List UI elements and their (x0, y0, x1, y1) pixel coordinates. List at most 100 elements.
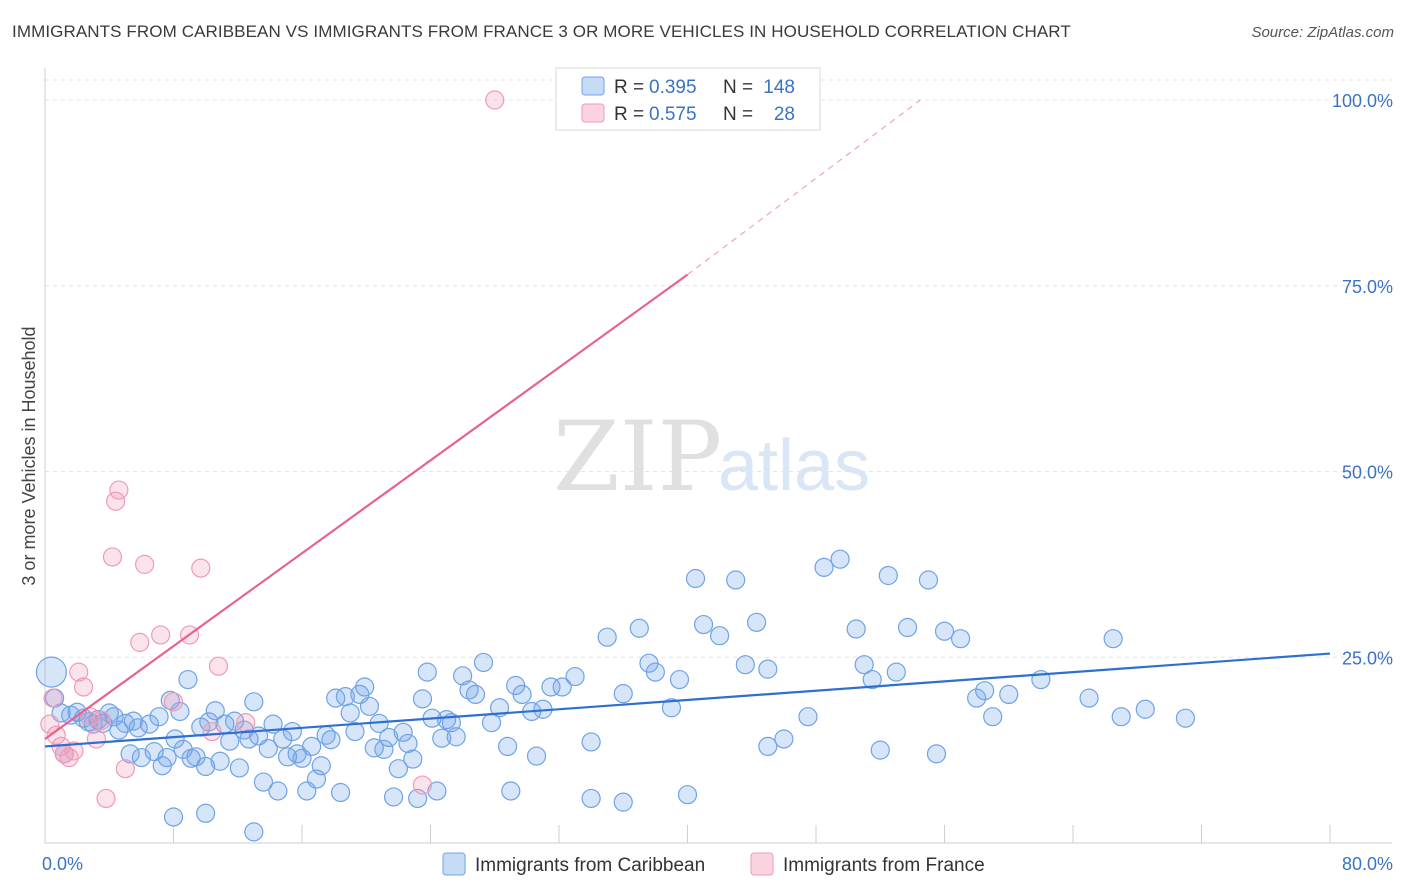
bottom-legend-label-france: Immigrants from France (783, 855, 985, 876)
source-note: Source: ZipAtlas.com (1251, 24, 1394, 41)
caribbean-point-85 (453, 666, 473, 686)
caribbean-point-35 (210, 751, 230, 771)
caribbean-point-54 (302, 736, 322, 757)
france-point-8 (73, 677, 94, 697)
france-point-13 (102, 547, 123, 567)
france-point-22 (191, 558, 211, 578)
caribbean-point-24 (160, 690, 180, 710)
chart-title: IMMIGRANTS FROM CARIBBEAN VS IMMIGRANTS … (12, 22, 1071, 41)
caribbean-point-132 (1079, 688, 1099, 708)
legend-r-label-2: R = (614, 104, 644, 125)
legend-r-value-2: 0.575 (649, 104, 697, 125)
caribbean-point-121 (862, 669, 882, 690)
caribbean-point-116 (798, 707, 818, 727)
caribbean-point-75 (403, 749, 423, 769)
france-point-12 (96, 788, 116, 809)
caribbean-point-0 (35, 656, 68, 688)
caribbean-point-137 (244, 822, 264, 842)
caribbean-point-73 (393, 722, 413, 742)
caribbean-point-114 (758, 659, 778, 679)
caribbean-point-77 (412, 689, 433, 709)
caribbean-point-125 (918, 570, 939, 590)
caribbean-point-72 (388, 759, 408, 779)
caribbean-point-117 (814, 557, 834, 577)
caribbean-point-110 (710, 626, 730, 646)
france-point-7 (69, 662, 89, 682)
caribbean-point-65 (355, 677, 375, 697)
caribbean-point-21 (149, 707, 169, 727)
caribbean-point-147 (975, 681, 995, 701)
caribbean-point-34 (205, 701, 225, 721)
caribbean-point-80 (427, 781, 447, 801)
x-tick-label-0: 0.0% (42, 854, 83, 874)
france-point-24 (208, 656, 229, 676)
legend-n-value-1: 148 (763, 77, 795, 98)
caribbean-point-40 (234, 720, 254, 740)
legend-swatch-caribbean (581, 76, 605, 96)
caribbean-point-143 (677, 785, 698, 805)
bottom-legend-swatch-france (750, 852, 774, 876)
caribbean-point-103 (629, 618, 649, 638)
france-point-6 (64, 741, 84, 761)
france-points (40, 90, 505, 809)
caribbean-point-32 (196, 756, 216, 777)
caribbean-point-15 (120, 744, 140, 764)
legend-r-value-1: 0.395 (649, 77, 697, 98)
legend-n-value-2: 28 (774, 104, 795, 125)
grid (45, 79, 1392, 658)
caribbean-point-118 (830, 549, 850, 569)
caribbean-point-108 (685, 568, 706, 589)
caribbean-point-101 (597, 627, 617, 647)
caribbean-point-17 (128, 718, 148, 738)
caribbean-point-98 (552, 677, 572, 697)
caribbean-point-67 (364, 738, 384, 758)
caribbean-point-140 (501, 781, 521, 801)
france-point-25 (236, 713, 256, 733)
france-point-1 (43, 688, 63, 708)
legend-swatch-france (581, 103, 605, 123)
caribbean-point-45 (258, 739, 278, 759)
caribbean-point-136 (1175, 708, 1196, 728)
caribbean-point-144 (758, 736, 778, 757)
caribbean-point-70 (379, 727, 399, 748)
y-tick-label-3: 100.0% (1332, 91, 1393, 111)
legend-r-label-1: R = (614, 77, 644, 98)
caribbean-point-145 (870, 740, 890, 760)
trend-lines (44, 99, 1331, 748)
caribbean-point-109 (693, 614, 714, 635)
caribbean-point-135 (1135, 699, 1155, 719)
caribbean-point-139 (163, 807, 184, 827)
france-point-19 (151, 625, 171, 645)
caribbean-point-25 (165, 729, 185, 749)
trend-line-france (44, 273, 689, 740)
caribbean-point-113 (746, 612, 767, 632)
caribbean-point-56 (311, 756, 331, 776)
france-point-10 (86, 729, 107, 749)
axes (44, 68, 1392, 844)
caribbean-point-28 (178, 669, 198, 690)
france-point-11 (91, 710, 111, 731)
caribbean-points (35, 549, 1196, 842)
caribbean-point-129 (983, 707, 1003, 727)
bottom-legend-swatch-caribbean (442, 852, 466, 876)
caribbean-point-107 (669, 669, 690, 690)
caribbean-point-123 (886, 662, 906, 682)
caribbean-point-142 (613, 792, 633, 812)
caribbean-point-62 (340, 703, 360, 723)
caribbean-point-124 (897, 617, 918, 638)
france-point-20 (163, 692, 184, 712)
caribbean-point-97 (541, 677, 561, 697)
france-point-18 (134, 554, 155, 574)
caribbean-point-141 (581, 788, 601, 809)
france-point-2 (46, 725, 66, 745)
caribbean-point-74 (398, 733, 418, 754)
france-point-27 (412, 775, 433, 795)
caribbean-point-95 (526, 746, 547, 766)
caribbean-point-87 (465, 684, 486, 705)
caribbean-point-19 (139, 714, 160, 734)
watermark-atlas: atlas (718, 426, 870, 506)
caribbean-point-47 (268, 781, 288, 801)
stats-legend: R = 0.395 N = 148 R = 0.575 N = 28 (555, 67, 821, 131)
caribbean-point-100 (581, 732, 601, 752)
